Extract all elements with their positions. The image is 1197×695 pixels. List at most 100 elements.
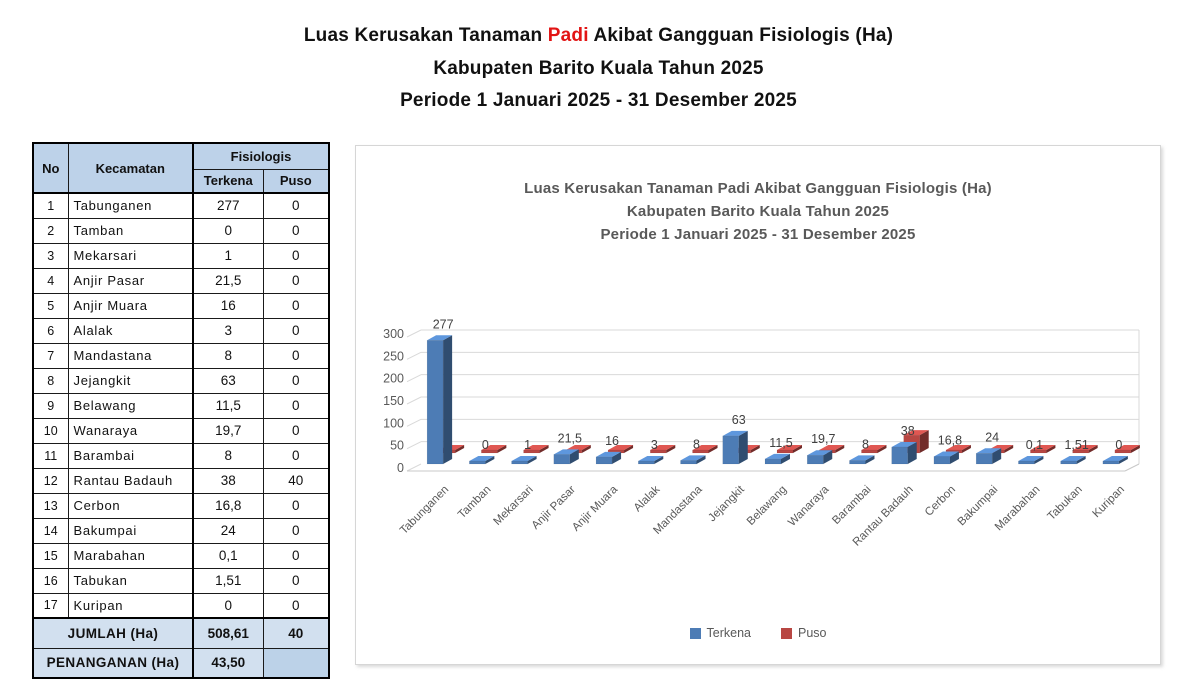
cell-puso: 0 xyxy=(262,442,330,469)
bar-puso-marabahan-top xyxy=(1030,445,1056,450)
cell-kecamatan: Barambai xyxy=(67,442,194,469)
bar-terkena-bakumpai-front xyxy=(975,453,993,465)
cell-puso: 0 xyxy=(262,417,330,444)
table-row-anjir-pasar: 4 Anjir Pasar 21,5 0 xyxy=(32,267,330,294)
footer-terkena: 43,50 xyxy=(192,647,264,679)
header-kecamatan: Kecamatan xyxy=(67,142,194,194)
bar-terkena-alalak-side xyxy=(654,456,664,464)
table-row-tabukan: 16 Tabukan 1,51 0 xyxy=(32,567,330,594)
cell-no: 9 xyxy=(32,392,69,419)
cell-no: 3 xyxy=(32,242,69,269)
bar-puso-mekarsari-side xyxy=(539,445,549,453)
cell-terkena: 24 xyxy=(192,517,264,544)
page-title-line-2: Kabupaten Barito Kuala Tahun 2025 xyxy=(433,57,764,79)
x-category-label-tabukan: Tabukan xyxy=(1046,484,1085,523)
data-label-tabukan: 1,51 xyxy=(1064,438,1088,452)
cell-terkena: 3 xyxy=(192,317,264,344)
cell-kecamatan: Belawang xyxy=(67,392,194,419)
damage-table-container: No Kecamatan Fisiologis Terkena Puso 1 Ta… xyxy=(32,142,331,679)
bar-puso-tabunganen-side xyxy=(455,445,465,453)
x-category-label-marabahan: Marabahan xyxy=(993,484,1043,534)
cell-puso: 0 xyxy=(262,492,330,519)
cell-no: 2 xyxy=(32,217,69,244)
cell-no: 6 xyxy=(32,317,69,344)
cell-terkena: 1,51 xyxy=(192,567,264,594)
cell-no: 5 xyxy=(32,292,69,319)
cell-terkena: 21,5 xyxy=(192,267,264,294)
bar-terkena-rantau-badauh-top xyxy=(891,442,917,448)
bar-terkena-rantau-badauh-front xyxy=(891,446,908,465)
axis-tick-50 xyxy=(406,441,422,450)
table-row-kuripan: 17 Kuripan 0 0 xyxy=(32,592,330,619)
bar-puso-alalak-side xyxy=(666,445,676,453)
cell-kecamatan: Rantau Badauh xyxy=(67,467,194,494)
page-title: Luas Kerusakan Tanaman Padi Akibat Gangg… xyxy=(0,20,1197,118)
bar-puso-kuripan-front xyxy=(1114,449,1132,454)
bar-terkena-tamban-side xyxy=(485,456,495,464)
table-row-bakumpai: 14 Bakumpai 24 0 xyxy=(32,517,330,544)
footer-puso: 40 xyxy=(262,617,330,649)
bar-puso-bakumpai-side xyxy=(1004,445,1014,453)
y-tick-label-150: 150 xyxy=(383,394,404,408)
bar-terkena-marabahan-front xyxy=(1018,460,1035,465)
cell-no: 10 xyxy=(32,417,69,444)
axis-tick-250 xyxy=(406,351,422,360)
bar-puso-rantau-badauh-side xyxy=(919,430,929,453)
axis-tick-150 xyxy=(406,396,422,405)
cell-kecamatan: Bakumpai xyxy=(67,517,194,544)
chart-legend: Terkena Puso xyxy=(356,626,1160,640)
bar-terkena-barambai-top xyxy=(849,455,875,461)
x-category-label-barambai: Barambai xyxy=(830,484,873,527)
bar-puso-tamban-front xyxy=(481,449,498,454)
y-tick-label-300: 300 xyxy=(383,327,404,341)
chart-title: Luas Kerusakan Tanaman Padi Akibat Gangg… xyxy=(356,177,1160,246)
chart-title-line-3: Periode 1 Januari 2025 - 31 Desember 202… xyxy=(600,226,916,243)
bar-puso-kuripan-top xyxy=(1114,445,1140,450)
data-label-wanaraya: 19,7 xyxy=(811,432,835,446)
bar-terkena-marabahan-top xyxy=(1018,456,1044,461)
bar-terkena-mekarsari-front xyxy=(511,460,528,465)
cell-terkena: 277 xyxy=(192,192,264,219)
cell-puso: 0 xyxy=(262,517,330,544)
x-category-label-kuripan: Kuripan xyxy=(1090,484,1127,521)
legend-item-terkena: Terkena xyxy=(689,626,751,640)
header-puso: Puso xyxy=(262,168,330,194)
cell-puso: 40 xyxy=(262,467,330,494)
axis-tick-100 xyxy=(406,418,422,427)
bar-puso-mekarsari-top xyxy=(523,445,549,450)
bar-terkena-anjir-pasar-side xyxy=(569,449,579,464)
bar-puso-anjir-pasar-top xyxy=(565,445,591,450)
y-tick-label-0: 0 xyxy=(397,461,404,475)
bar-terkena-kuripan-side xyxy=(1118,456,1128,464)
page-title-line-1: Luas Kerusakan Tanaman Padi Akibat Gangg… xyxy=(0,20,1197,53)
footer-terkena: 508,61 xyxy=(192,617,264,649)
chart-panel: 0 50 100 150 200 250 300 277 0 1 21,5 16 3 8 63 11,5 19,… xyxy=(355,145,1161,665)
cell-puso: 0 xyxy=(262,567,330,594)
x-category-label-tabunganen: Tabunganen xyxy=(398,484,451,537)
bar-terkena-tabukan-side xyxy=(1076,456,1086,464)
bar-puso-tabukan-top xyxy=(1072,445,1098,450)
bar-terkena-mandastana-front xyxy=(680,460,697,465)
bar-terkena-mandastana-side xyxy=(696,455,706,464)
cell-puso: 0 xyxy=(262,392,330,419)
y-tick-label-200: 200 xyxy=(383,372,404,386)
bar-terkena-mandastana-top xyxy=(680,455,706,461)
cell-kecamatan: Mandastana xyxy=(67,342,194,369)
data-label-mandastana: 8 xyxy=(693,437,700,451)
cell-no: 13 xyxy=(32,492,69,519)
cell-kecamatan: Wanaraya xyxy=(67,417,194,444)
cell-kecamatan: Tamban xyxy=(67,217,194,244)
plot-floor-corner xyxy=(1124,463,1140,472)
cell-no: 8 xyxy=(32,367,69,394)
bar-puso-marabahan-front xyxy=(1030,449,1047,454)
cell-kecamatan: Marabahan xyxy=(67,542,194,569)
bar-puso-anjir-muara-top xyxy=(608,445,634,450)
footer-puso xyxy=(262,647,330,679)
bar-terkena-jejangkit-side xyxy=(738,430,748,464)
legend-label-puso: Puso xyxy=(797,626,827,640)
bar-puso-barambai-top xyxy=(861,445,887,450)
bar-puso-belawang-top xyxy=(777,445,802,450)
bar-puso-mandastana-side xyxy=(708,445,718,453)
legend-label-terkena: Terkena xyxy=(706,626,751,640)
